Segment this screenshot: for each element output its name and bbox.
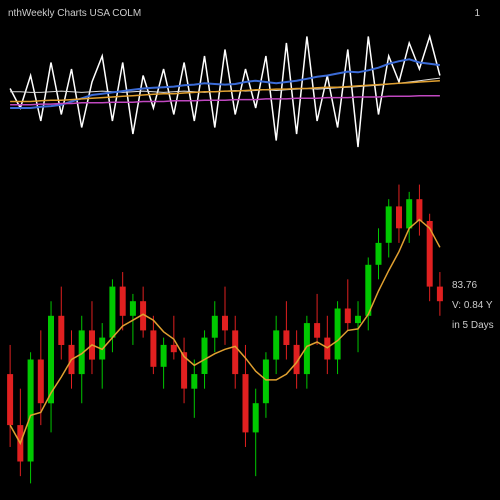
chart-container: nthWeekly Charts USA COLM 1 83.76 V: 0.8… <box>0 0 500 500</box>
chart-svg <box>0 0 500 500</box>
